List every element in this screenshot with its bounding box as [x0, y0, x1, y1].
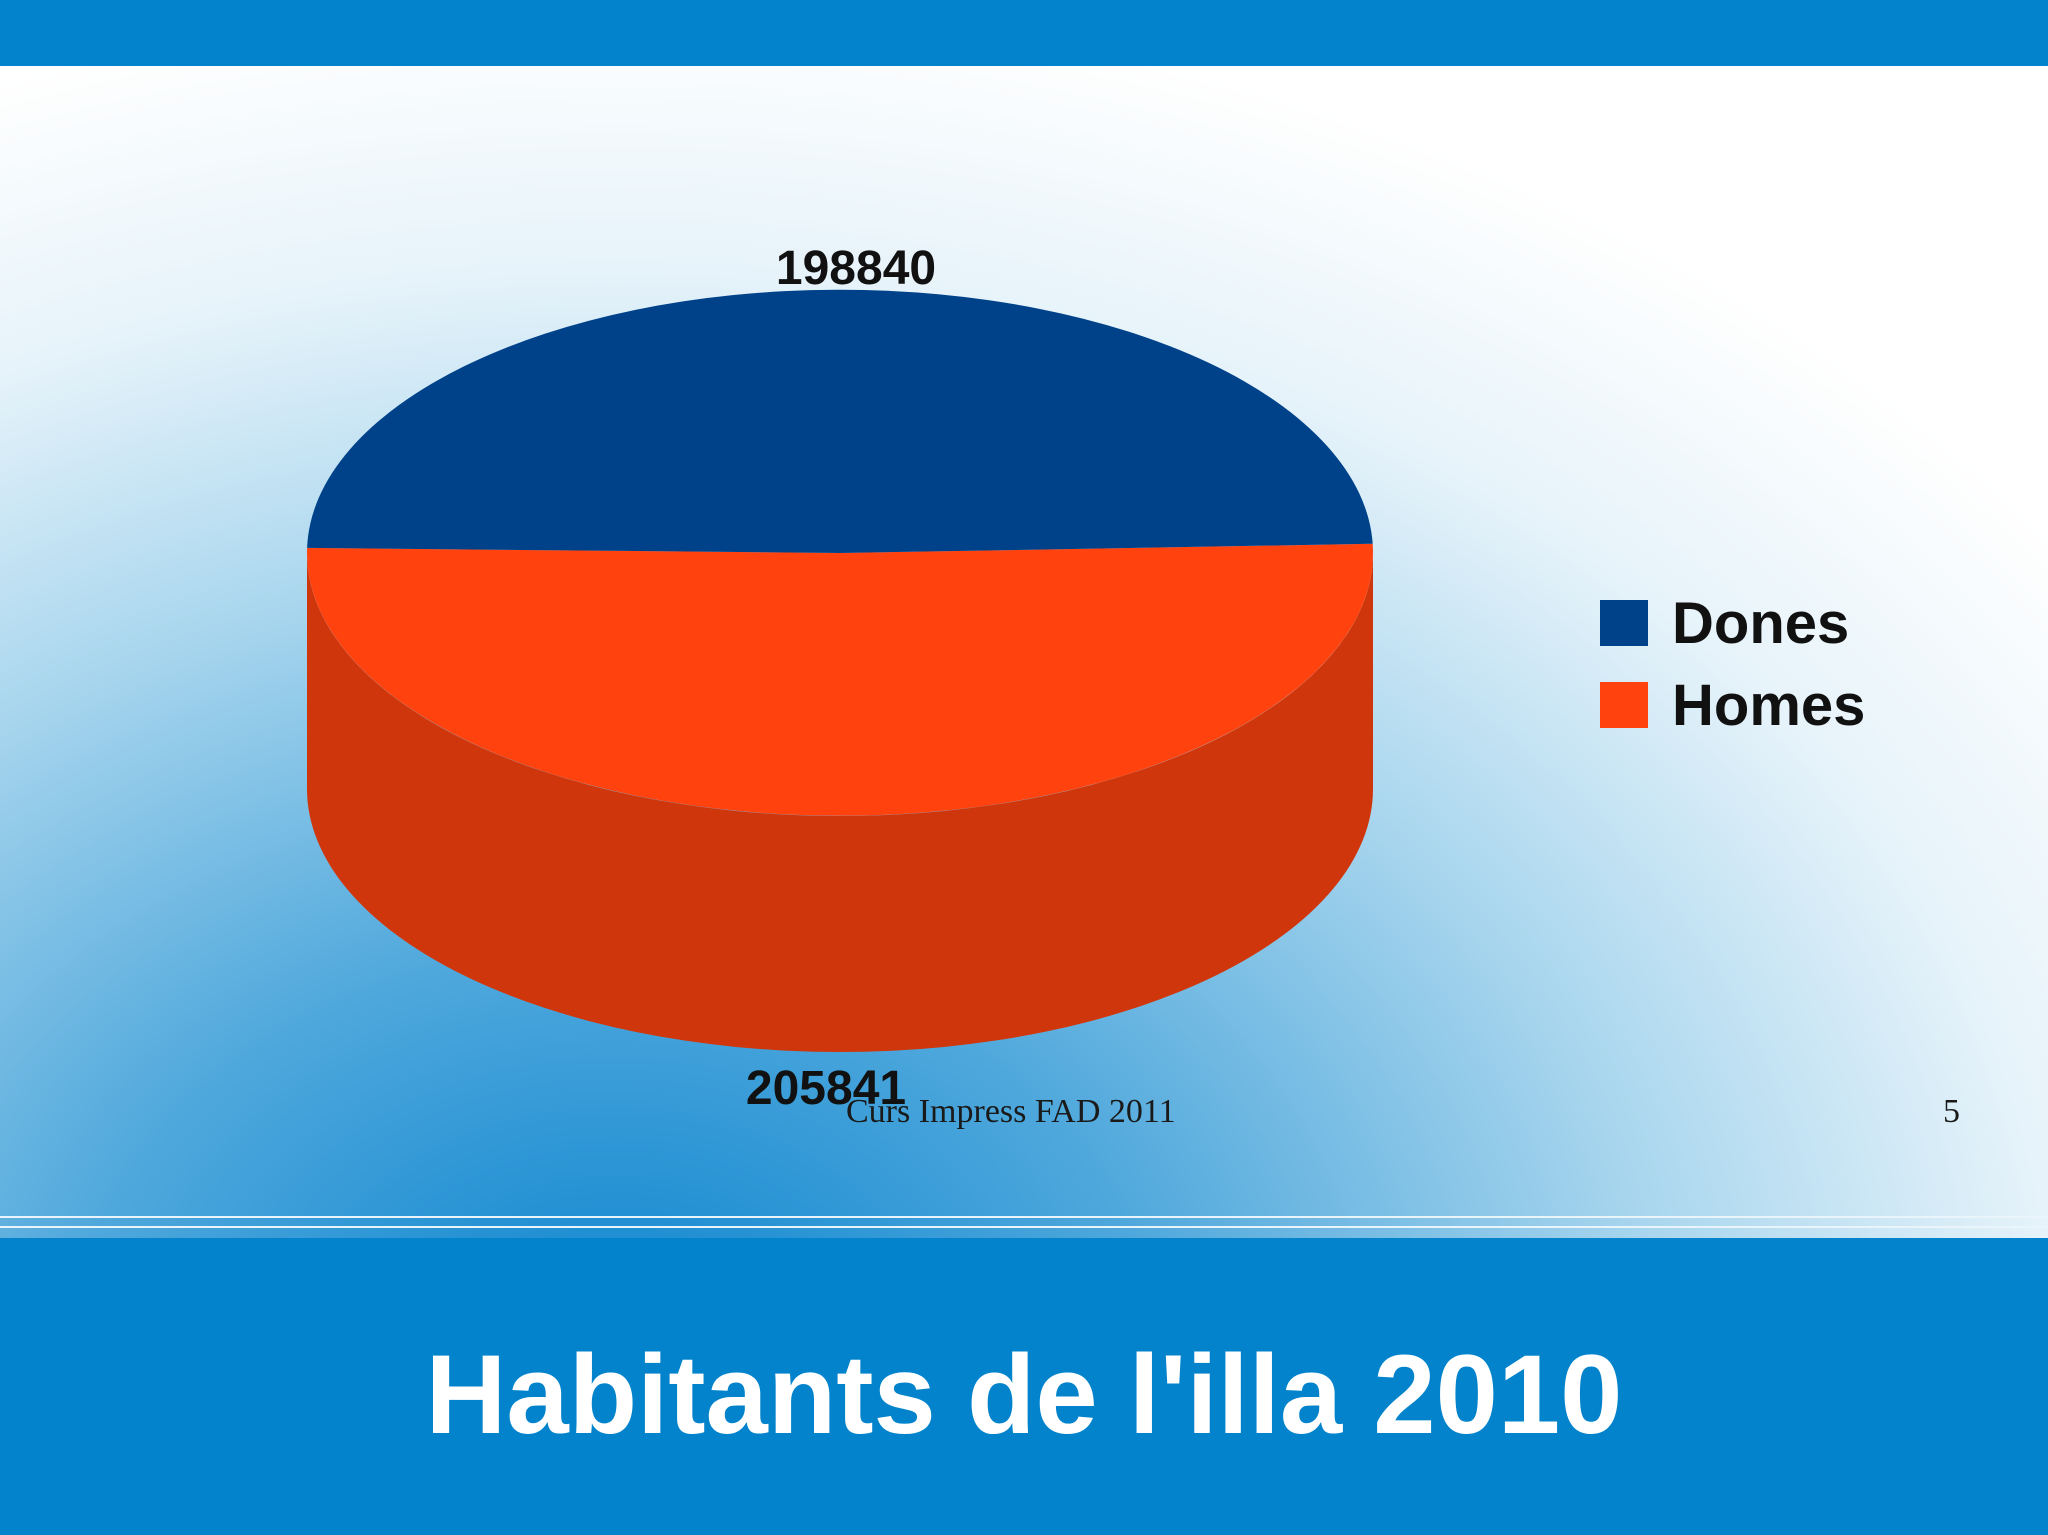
data-label-homes: 205841	[746, 1062, 906, 1115]
pie-slice-dones	[307, 289, 1373, 553]
slide-title: Habitants de l'illa 2010	[425, 1332, 1623, 1457]
divider-line	[0, 1226, 2048, 1228]
divider-line	[0, 1216, 2048, 1218]
legend-swatch-dones	[1600, 600, 1648, 646]
footer-text: Curs Impress FAD 2011	[846, 1093, 1176, 1130]
pie-slice-homes-side	[307, 553, 1373, 1052]
pie-slice-homes	[307, 543, 1374, 816]
legend-label-dones: Dones	[1672, 591, 1849, 656]
top-accent-bar	[0, 0, 2048, 66]
data-label-dones: 198840	[776, 242, 936, 295]
slide-number: 5	[1943, 1093, 1960, 1130]
title-band	[0, 1238, 2048, 1535]
legend-swatch-homes	[1600, 682, 1648, 728]
legend-label-homes: Homes	[1672, 673, 1865, 738]
